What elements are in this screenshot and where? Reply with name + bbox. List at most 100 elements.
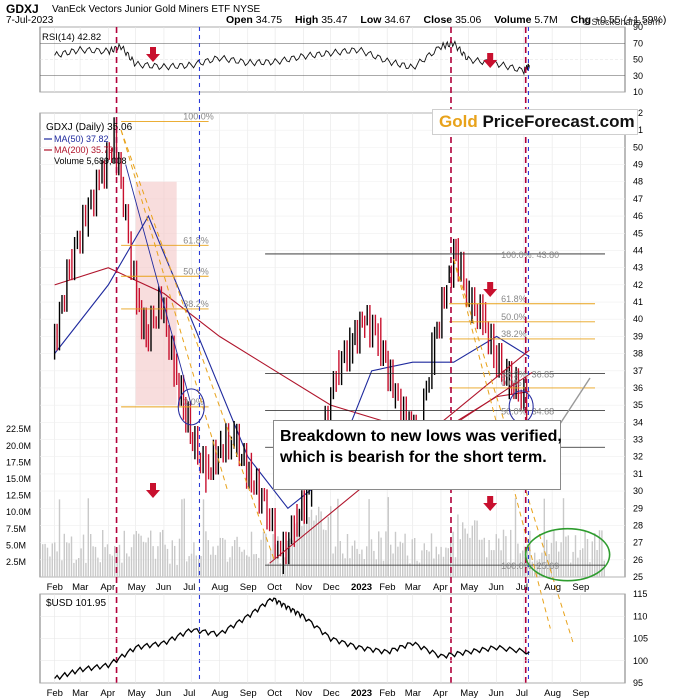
fib-label-2022: 100.0% [183,112,214,122]
volume-bar [80,548,82,577]
volume-bar [373,550,375,577]
volume-bar [363,559,365,577]
arrow-down-icon [146,47,160,62]
volume-bar [370,539,373,577]
volume-bar [198,559,200,577]
usd-x-tick-label: 2023 [351,688,372,699]
volume-bar [558,551,560,577]
change-value: +0.55 (+1.59%) [593,14,667,26]
volume-bar [284,557,286,577]
volume-y-tick-label: 17.5M [6,457,31,467]
volume-bar [550,542,553,577]
volume-bar [63,533,65,577]
volume-bar [579,550,581,577]
volume-bar [572,551,574,577]
volume-bar [133,534,135,577]
callout-line-2: which is bearish for the short term. [280,449,547,466]
price-x-tick-label: Nov [295,582,312,593]
highlight-ellipse [177,388,205,426]
volume-bar [574,535,577,577]
volume-bar [166,548,169,577]
volume-bar [603,560,605,577]
volume-bar [577,557,579,577]
volume-bar [589,562,591,577]
target-ellipse [524,527,611,582]
volume-y-tick-label: 15.0M [6,474,31,484]
volume-bar [255,554,257,577]
price-x-tick-label: Mar [72,582,88,593]
volume-bar [387,497,389,577]
volume-bar [241,551,243,577]
volume-bar [296,522,298,577]
volume-bar [306,510,308,577]
volume-bar [286,540,289,577]
volume-bar [334,546,337,577]
volume-bar [102,530,104,577]
usd-x-tick-label: Mar [72,688,88,699]
price-x-tick-label: Apr [433,582,448,593]
volume-bar [382,560,385,577]
price-y-tick-label: 41 [633,297,643,307]
usd-x-tick-label: Aug [544,688,561,699]
volume-bar [416,560,418,577]
volume-bar [289,538,291,577]
volume-bar [248,556,250,577]
volume-bar [586,539,589,577]
volume-bar [243,549,245,577]
volume-bar [138,533,140,577]
credit-label: © StockCharts.com [582,17,660,27]
volume-bar [598,530,601,577]
volume-bar [49,556,51,577]
volume-bar [267,563,269,577]
volume-bar [250,531,253,577]
price-y-tick-label: 45 [633,228,643,238]
volume-bar [229,557,231,577]
rsi-y-tick-label: 90 [633,22,643,32]
volume-bar [193,542,195,577]
price-y-tick-label: 49 [633,160,643,170]
volume-bar [351,545,353,577]
volume-bar [498,538,500,577]
volume-bar [51,543,53,577]
volume-bar [145,542,147,577]
usd-x-tick-label: Apr [433,688,448,699]
volume-bar [87,498,89,577]
fib-label-2023-short: 50.0% [501,312,527,322]
price-x-tick-label: Aug [544,582,561,593]
volume-y-tick-label: 2.5M [6,557,26,567]
volume-y-tick-label: 10.0M [6,507,31,517]
logo: Gold PriceForecast.com [432,109,638,135]
volume-bar [126,553,128,577]
volume-bar [426,550,428,577]
volume-bar [397,546,399,577]
volume-bar [178,538,181,577]
usd-x-tick-label: Dec [323,688,340,699]
volume-bar [346,534,349,577]
open-value: 34.75 [255,14,283,26]
volume-bar [555,541,557,577]
arrow-down-icon [483,496,498,511]
volume-bar [428,551,430,577]
volume-bar [42,544,44,577]
price-y-tick-label: 46 [633,211,643,221]
volume-bar [210,554,212,577]
volume-bar [75,559,77,577]
ohlc-readout: Open 34.75 High 35.47 Low 34.67 Close 35… [226,14,667,26]
volume-bar [409,563,411,577]
volume-bar [481,539,483,577]
volume-bar [553,530,555,577]
rsi-legend: RSI(14) 42.82 [42,32,101,43]
volume-bar [433,558,435,577]
volume-bar [313,520,315,577]
volume-bar [270,549,272,577]
volume-bar [260,539,262,577]
price-y-tick-label: 44 [633,245,643,255]
volume-bar [130,547,133,577]
price-y-tick-label: 34 [633,417,643,427]
volume-bar [200,556,202,577]
volume-bar [258,557,260,577]
usd-series-line [54,597,530,681]
volume-bar [445,547,447,577]
usd-y-tick-label: 115 [633,589,647,599]
price-y-tick-label: 43 [633,263,643,273]
